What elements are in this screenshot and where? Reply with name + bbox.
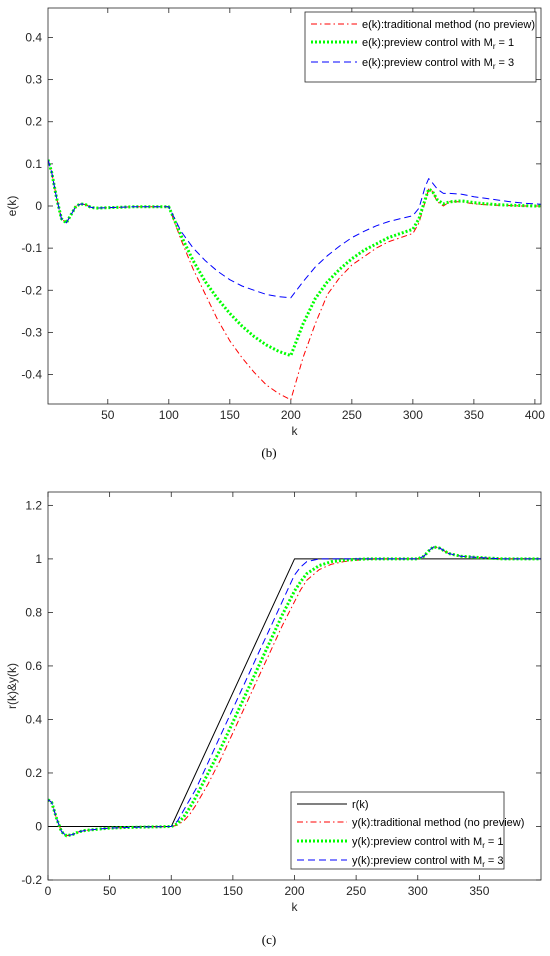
x-axis-label: k — [292, 424, 299, 438]
y-tick-label: -0.3 — [21, 325, 42, 339]
y-tick-label: 0.1 — [25, 157, 42, 171]
x-tick-label: 100 — [161, 884, 181, 898]
x-tick-label: 200 — [281, 408, 301, 422]
series-line-1 — [48, 558, 541, 827]
y-tick-label: 0.3 — [25, 73, 42, 87]
y-tick-label: 0.8 — [25, 605, 42, 619]
series-line-2 — [48, 159, 541, 358]
legend: e(k):traditional method (no preview) e(k)… — [304, 11, 537, 83]
y-tick-label: 0.2 — [25, 766, 42, 780]
legend-box — [290, 791, 505, 870]
x-tick-label: 50 — [101, 408, 115, 422]
y-tick-label: -0.4 — [21, 368, 42, 382]
legend-entry-2: y(k):traditional method (no preview) — [352, 817, 524, 829]
x-tick-label: 250 — [342, 408, 362, 422]
x-tick-label: 150 — [223, 884, 243, 898]
x-tick-label: 300 — [403, 408, 423, 422]
y-tick-label: 1 — [35, 552, 42, 566]
legend-entry-2: e(k):preview control with Mr = 1 — [362, 37, 514, 51]
series-line-3 — [48, 159, 541, 299]
x-tick-label: 150 — [220, 408, 240, 422]
y-tick-label: -0.2 — [21, 283, 42, 297]
chart-b: 50 100 150 200 250 300 350 400 -0.4 -0.3 -0.2 -0.1 0… — [5, 7, 545, 460]
figure-caption: (b) — [261, 445, 276, 460]
legend-entry-1: e(k):traditional method (no preview) — [362, 19, 535, 31]
x-tick-label: 400 — [525, 408, 545, 422]
y-tick-label: 0 — [35, 819, 42, 833]
series-line-4 — [48, 546, 541, 837]
y-tick-label: -0.1 — [21, 241, 42, 255]
figure-caption: (c) — [262, 932, 276, 947]
legend-entry-3: y(k):preview control with Mr = 1 — [352, 836, 504, 850]
x-tick-label: 250 — [346, 884, 366, 898]
legend: r(k) y(k):traditional method (no preview)… — [290, 791, 524, 870]
chart-c: 0 50 100 150 200 250 300 350-0.200.20.40.60.811… — [5, 491, 542, 947]
y-axis-label: r(k)&y(k) — [5, 663, 19, 709]
legend-entry-4: y(k):preview control with Mr = 3 — [352, 855, 504, 869]
x-tick-label: 350 — [464, 408, 484, 422]
y-tick-label: 0.2 — [25, 115, 42, 129]
x-tick-label: 300 — [408, 884, 428, 898]
x-tick-label: 50 — [103, 884, 117, 898]
y-tick-label: 1.2 — [25, 498, 42, 512]
x-axis-label: k — [292, 900, 299, 914]
y-tick-label: 0.6 — [25, 659, 42, 673]
x-tick-label: 350 — [469, 884, 489, 898]
y-axis-label: e(k) — [5, 196, 19, 217]
x-tick-label: 200 — [284, 884, 304, 898]
y-tick-label: -0.2 — [21, 873, 42, 887]
series-group — [48, 159, 541, 401]
axes-box — [47, 491, 542, 881]
y-tick-label: 0.4 — [25, 30, 42, 44]
y-tick-label: 0.4 — [25, 712, 42, 726]
legend-entry-1: r(k) — [352, 799, 369, 811]
x-tick-label: 100 — [159, 408, 179, 422]
legend-entry-3: e(k):preview control with Mr = 3 — [362, 57, 514, 71]
x-tick-label: 0 — [45, 884, 52, 898]
axes-box — [47, 7, 542, 405]
series-group — [48, 545, 541, 838]
y-tick-label: 0 — [35, 199, 42, 213]
